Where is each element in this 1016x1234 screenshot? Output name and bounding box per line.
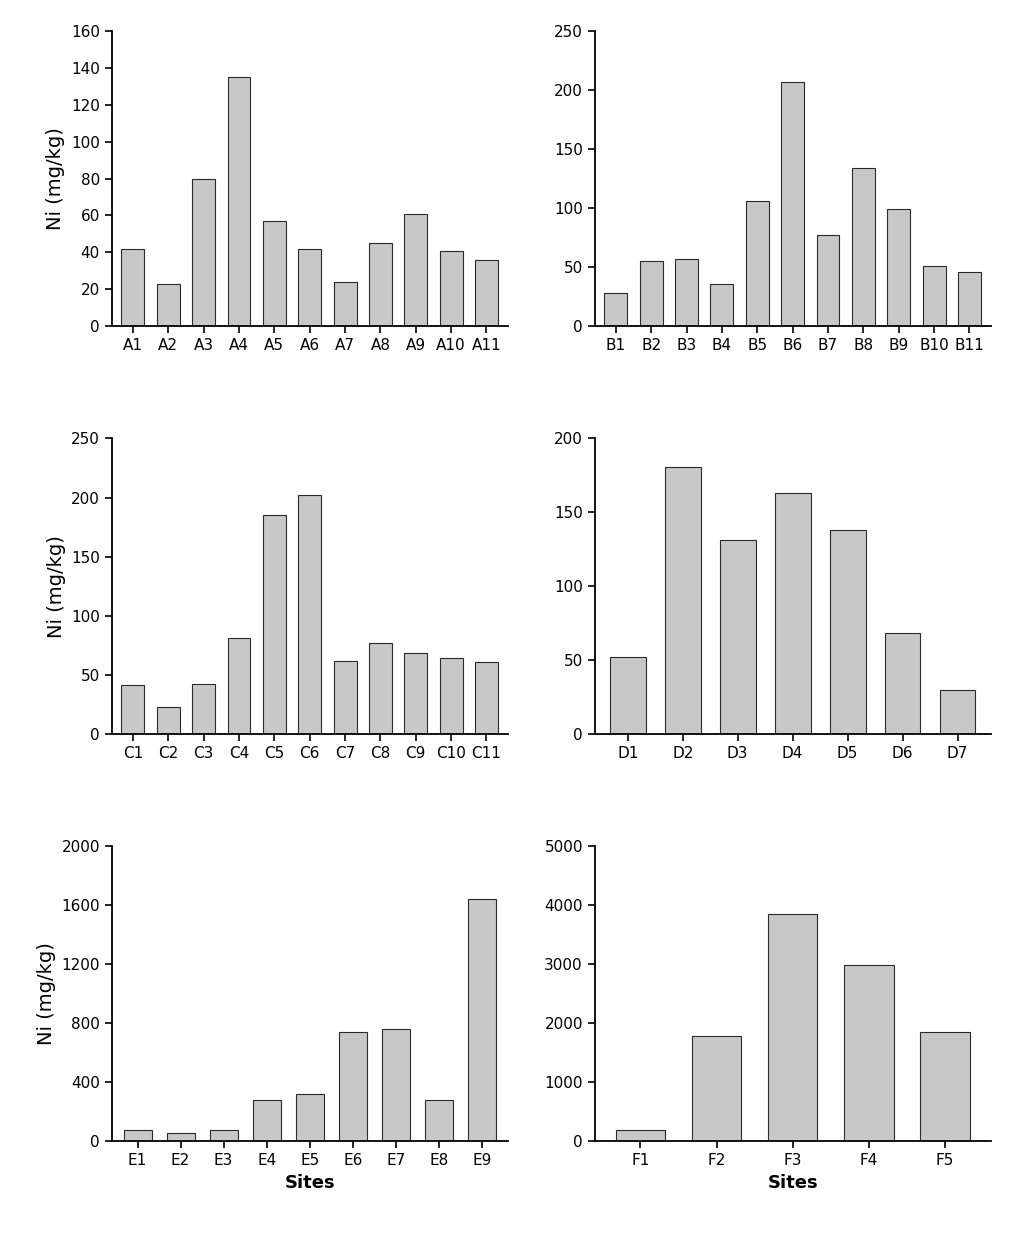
Bar [676,259,698,326]
Bar [122,685,144,734]
Bar [122,249,144,326]
Bar [920,1032,969,1141]
Bar [781,81,804,326]
X-axis label: Sites: Sites [284,1174,335,1192]
Bar [404,213,427,326]
Bar [156,284,180,326]
Bar [382,1029,409,1141]
Bar [404,654,427,734]
Bar [253,1099,280,1141]
Y-axis label: Ni (mg/kg): Ni (mg/kg) [37,943,56,1045]
Bar [692,1037,742,1141]
Bar [923,267,946,326]
Bar [338,1032,367,1141]
Bar [640,262,662,326]
Bar [851,168,875,326]
Bar [333,660,357,734]
Bar [228,638,251,734]
Bar [768,914,818,1141]
Y-axis label: Ni (mg/kg): Ni (mg/kg) [47,127,65,230]
Bar [263,516,285,734]
Bar [369,643,392,734]
Bar [664,466,701,734]
Bar [333,281,357,326]
Bar [940,690,975,734]
Bar [610,656,645,734]
Bar [775,494,811,734]
Bar [616,1129,665,1141]
Bar [746,201,769,326]
Bar [605,294,628,326]
Bar [817,236,839,326]
Bar [425,1099,453,1141]
Bar [192,684,215,734]
Bar [263,221,285,326]
Bar [124,1129,151,1141]
Bar [830,531,866,734]
Bar [369,243,392,326]
Bar [474,260,498,326]
Bar [299,249,321,326]
Y-axis label: Ni (mg/kg): Ni (mg/kg) [47,534,65,638]
Bar [467,900,496,1141]
Bar [440,658,462,734]
Bar [719,540,756,734]
Bar [887,210,910,326]
Bar [192,179,215,326]
Bar [474,661,498,734]
X-axis label: Sites: Sites [767,1174,818,1192]
Bar [958,271,980,326]
Bar [167,1133,195,1141]
Bar [209,1129,238,1141]
Bar [296,1095,324,1141]
Bar [885,633,920,734]
Bar [440,251,462,326]
Bar [228,77,251,326]
Bar [156,707,180,734]
Bar [299,495,321,734]
Bar [844,965,893,1141]
Bar [710,284,734,326]
